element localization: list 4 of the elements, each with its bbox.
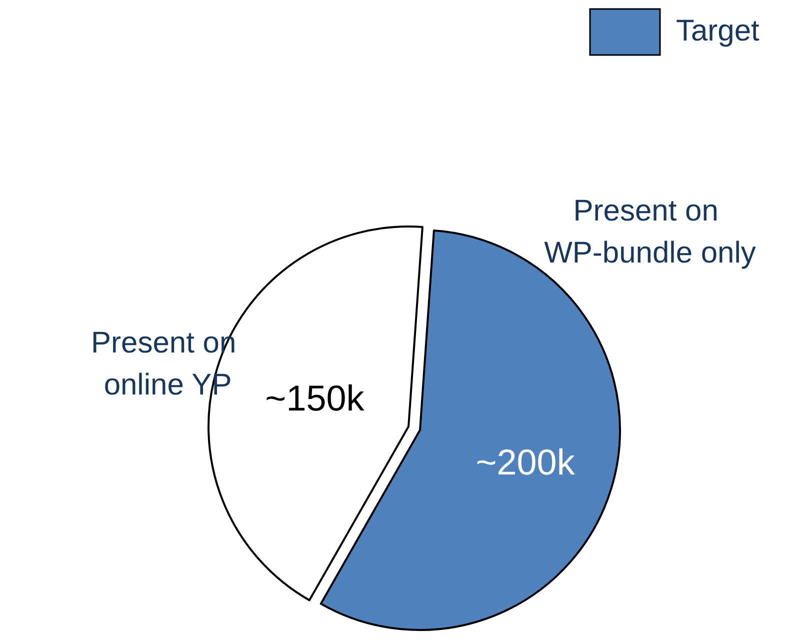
slice-label: Present on WP-bundle only	[544, 194, 756, 270]
data-label: ~200k	[476, 441, 576, 482]
text: Target	[676, 14, 760, 48]
data-label: ~150k	[265, 378, 366, 419]
